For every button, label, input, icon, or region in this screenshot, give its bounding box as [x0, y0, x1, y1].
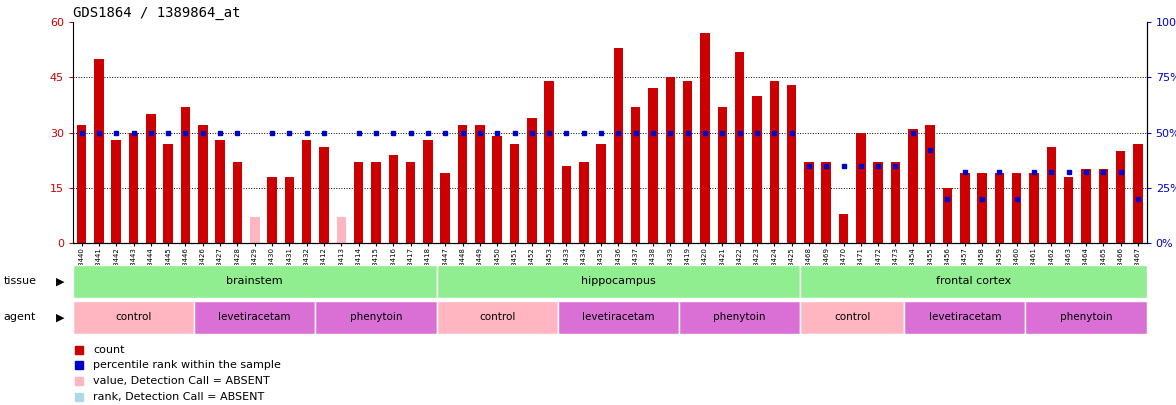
Text: value, Detection Call = ABSENT: value, Detection Call = ABSENT	[94, 376, 270, 386]
Bar	[336, 217, 346, 243]
Text: control: control	[479, 312, 515, 322]
Text: phenytoin: phenytoin	[1060, 312, 1112, 322]
Bar	[1025, 301, 1147, 334]
Bar	[1116, 151, 1125, 243]
Bar	[112, 140, 121, 243]
Bar	[1029, 173, 1038, 243]
Bar	[700, 33, 710, 243]
Bar	[943, 188, 953, 243]
Bar	[1064, 177, 1074, 243]
Bar	[146, 114, 155, 243]
Bar	[73, 265, 436, 298]
Bar	[194, 301, 315, 334]
Bar	[436, 301, 557, 334]
Bar	[250, 217, 260, 243]
Bar	[315, 301, 436, 334]
Bar	[372, 162, 381, 243]
Bar	[769, 81, 779, 243]
Bar	[181, 107, 191, 243]
Bar	[822, 162, 831, 243]
Bar	[666, 77, 675, 243]
Text: ▶: ▶	[56, 277, 65, 286]
Text: control: control	[115, 312, 152, 322]
Bar	[562, 166, 572, 243]
Text: GDS1864 / 1389864_at: GDS1864 / 1389864_at	[73, 6, 240, 20]
Text: levetiracetam: levetiracetam	[582, 312, 655, 322]
Bar	[800, 265, 1147, 298]
Bar	[73, 301, 194, 334]
Text: rank, Detection Call = ABSENT: rank, Detection Call = ABSENT	[94, 392, 265, 402]
Bar	[441, 173, 450, 243]
Bar	[388, 155, 397, 243]
Bar	[233, 162, 242, 243]
Bar	[579, 162, 588, 243]
Bar	[874, 162, 883, 243]
Bar	[904, 301, 1025, 334]
Bar	[94, 59, 103, 243]
Bar	[683, 81, 693, 243]
Bar	[163, 144, 173, 243]
Bar	[804, 162, 814, 243]
Bar	[406, 162, 415, 243]
Bar	[128, 133, 139, 243]
Text: control: control	[834, 312, 870, 322]
Text: phenytoin: phenytoin	[349, 312, 402, 322]
Bar	[354, 162, 363, 243]
Bar	[838, 213, 848, 243]
Bar	[457, 125, 467, 243]
Bar	[319, 147, 329, 243]
Bar	[1134, 144, 1143, 243]
Bar	[285, 177, 294, 243]
Text: levetiracetam: levetiracetam	[219, 312, 290, 322]
Text: count: count	[94, 345, 125, 355]
Bar	[648, 88, 657, 243]
Bar	[302, 140, 312, 243]
Bar	[632, 107, 641, 243]
Bar	[509, 144, 520, 243]
Bar	[800, 301, 904, 334]
Text: agent: agent	[4, 312, 36, 322]
Text: tissue: tissue	[4, 277, 36, 286]
Bar	[995, 173, 1004, 243]
Text: ▶: ▶	[56, 312, 65, 322]
Text: levetiracetam: levetiracetam	[929, 312, 1001, 322]
Bar	[198, 125, 207, 243]
Text: percentile rank within the sample: percentile rank within the sample	[94, 360, 281, 370]
Text: phenytoin: phenytoin	[714, 312, 766, 322]
Bar	[215, 140, 225, 243]
Bar	[493, 136, 502, 243]
Bar	[614, 48, 623, 243]
Bar	[960, 173, 969, 243]
Bar	[679, 301, 800, 334]
Bar	[423, 140, 433, 243]
Bar	[475, 125, 485, 243]
Bar	[926, 125, 935, 243]
Bar	[1013, 173, 1022, 243]
Bar	[753, 96, 762, 243]
Bar	[1081, 169, 1091, 243]
Bar	[856, 133, 866, 243]
Bar	[908, 129, 917, 243]
Text: hippocampus: hippocampus	[581, 277, 656, 286]
Bar	[977, 173, 987, 243]
Bar	[76, 125, 86, 243]
Bar	[735, 52, 744, 243]
Bar	[1047, 147, 1056, 243]
Bar	[1098, 169, 1108, 243]
Text: frontal cortex: frontal cortex	[936, 277, 1011, 286]
Bar	[596, 144, 606, 243]
Bar	[717, 107, 727, 243]
Bar	[527, 118, 536, 243]
Bar	[436, 265, 800, 298]
Bar	[557, 301, 679, 334]
Bar	[267, 177, 276, 243]
Bar	[544, 81, 554, 243]
Bar	[890, 162, 901, 243]
Text: brainstem: brainstem	[227, 277, 283, 286]
Bar	[787, 85, 796, 243]
